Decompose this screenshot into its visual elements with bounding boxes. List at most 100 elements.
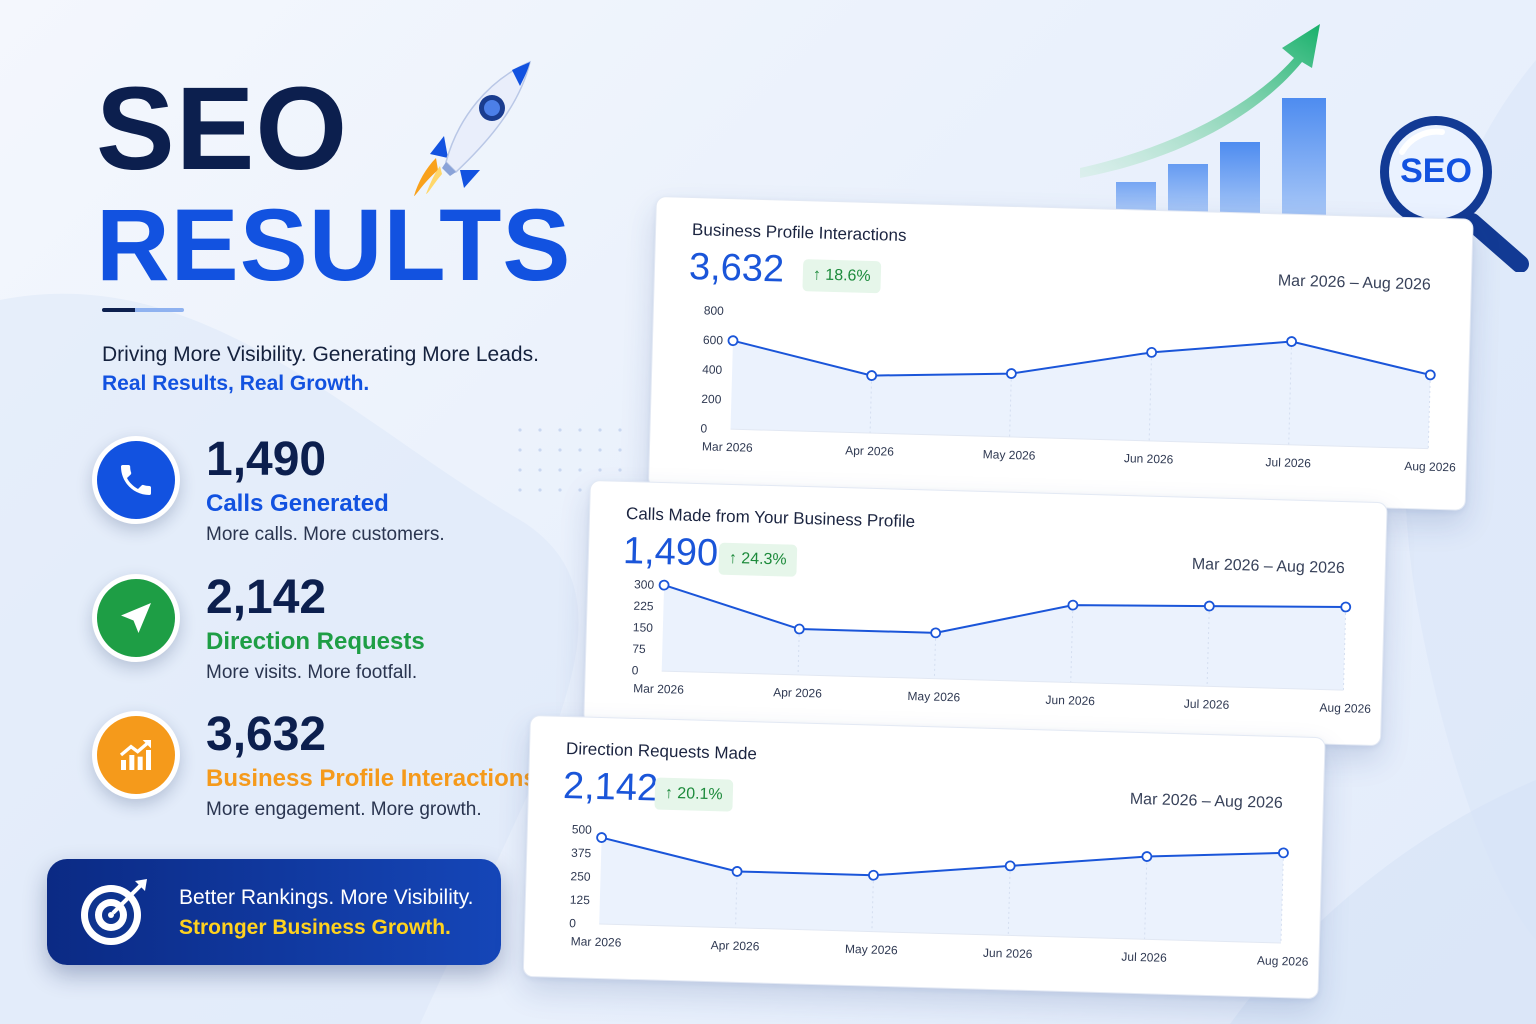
- line-chart: 0 200 400 600 800 Mar 2026 Apr 2026 May 2026 Jun…: [700, 303, 1456, 474]
- data-point[interactable]: [1067, 599, 1079, 611]
- data-point[interactable]: [658, 579, 670, 591]
- series-line: [663, 584, 1346, 634]
- x-tick-label: Mar 2026: [702, 439, 753, 454]
- magnifier-icon: [1380, 116, 1529, 272]
- data-point[interactable]: [1278, 847, 1289, 859]
- y-tick-label: 500: [572, 822, 593, 837]
- data-point[interactable]: [1286, 336, 1297, 347]
- y-tick-label: 300: [634, 577, 655, 592]
- chart-guide-line: [1148, 358, 1152, 441]
- phone-icon: [92, 436, 180, 524]
- x-tick-label: Aug 2026: [1404, 459, 1456, 474]
- data-point[interactable]: [793, 623, 805, 635]
- y-tick-label: 0: [569, 916, 576, 930]
- x-tick-label: Jul 2026: [1184, 697, 1230, 712]
- chart-area-fill: [661, 585, 1346, 691]
- headline: SEO RESULTS: [96, 70, 571, 300]
- chart-guide-line: [1427, 380, 1431, 449]
- headline-divider: [102, 308, 184, 312]
- stat-value: 2,142: [206, 571, 327, 624]
- chart-guide-line: [797, 635, 800, 675]
- data-point[interactable]: [1424, 369, 1436, 381]
- headline-results: RESULTS: [96, 188, 572, 302]
- chart-guide-line: [871, 881, 874, 932]
- data-point[interactable]: [1141, 851, 1153, 862]
- chart-guide-line: [1070, 611, 1074, 683]
- chart-area-fill: [599, 837, 1284, 944]
- x-tick-label: Mar 2026: [633, 681, 684, 696]
- stat-interactions: 3,632 Business Profile Interactions More…: [92, 708, 562, 831]
- stat-subtext: More engagement. More growth.: [206, 799, 482, 820]
- data-point[interactable]: [1004, 860, 1016, 872]
- chart-area-fill: [730, 340, 1431, 449]
- chart-card-calls: Calls Made from Your Business Profile 1,…: [583, 480, 1388, 747]
- banner-line1: Better Rankings. More Visibility.: [179, 886, 474, 909]
- chart-baseline: [599, 923, 1281, 944]
- x-tick-label: Jun 2026: [983, 946, 1033, 961]
- series-line: [601, 836, 1284, 877]
- line-chart: 0 125 250 375 500 Mar 2026 Apr 2026 May 2026 Jun…: [569, 822, 1309, 969]
- stat-value: 1,490: [206, 433, 327, 486]
- stat-calls: 1,490 Calls Generated More calls. More c…: [92, 433, 562, 556]
- data-point[interactable]: [868, 869, 879, 881]
- chart-guide-line: [1007, 871, 1011, 936]
- chart-guide-line: [869, 381, 873, 434]
- banner-line2: Stronger Business Growth.: [179, 916, 451, 939]
- tagline-line2: Real Results, Real Growth.: [102, 372, 370, 395]
- growth-arrow-icon: [1080, 24, 1326, 218]
- target-icon: [81, 879, 147, 945]
- chart-guide-line: [1288, 347, 1292, 445]
- navigation-arrow-icon: [92, 574, 180, 662]
- chart-card-directions: Direction Requests Made 2,142 ↑ 20.1% Ma…: [522, 715, 1326, 1000]
- data-point[interactable]: [1340, 601, 1352, 613]
- y-tick-label: 800: [704, 303, 725, 318]
- stat-value: 3,632: [206, 708, 327, 761]
- data-point[interactable]: [727, 335, 739, 347]
- chart-baseline: [661, 670, 1344, 691]
- x-tick-label: May 2026: [845, 942, 898, 957]
- magnifier-label: SEO: [1400, 152, 1472, 190]
- x-tick-label: Jun 2026: [1124, 451, 1174, 466]
- rocket-icon: [414, 60, 532, 196]
- x-tick-label: Aug 2026: [1257, 953, 1309, 968]
- x-tick-label: May 2026: [983, 447, 1036, 462]
- y-tick-label: 75: [632, 642, 646, 656]
- x-tick-label: Jun 2026: [1045, 693, 1095, 708]
- headline-seo: SEO: [96, 63, 349, 195]
- chart-guide-line: [1206, 612, 1210, 687]
- x-tick-label: Apr 2026: [710, 938, 759, 953]
- data-point[interactable]: [731, 866, 743, 877]
- growth-banner: Better Rankings. More Visibility. Strong…: [47, 859, 501, 965]
- tagline-line1: Driving More Visibility. Generating More…: [102, 343, 539, 366]
- chart-baseline: [730, 428, 1429, 450]
- data-point[interactable]: [1005, 368, 1017, 379]
- data-point[interactable]: [866, 370, 878, 381]
- y-tick-label: 125: [570, 893, 591, 908]
- x-tick-label: Aug 2026: [1319, 700, 1371, 715]
- line-chart: 0 75 150 225 300 Mar 2026 Apr 2026 May 2026 Jun …: [632, 577, 1372, 716]
- x-tick-label: Apr 2026: [845, 443, 894, 458]
- y-tick-label: 225: [633, 599, 654, 614]
- tagline: Driving More Visibility. Generating More…: [102, 340, 539, 398]
- stat-subtext: More calls. More customers.: [206, 524, 445, 545]
- stat-label: Business Profile Interactions: [206, 765, 537, 792]
- data-point[interactable]: [930, 627, 942, 639]
- y-tick-label: 600: [703, 333, 724, 348]
- series-line: [732, 339, 1431, 377]
- data-point[interactable]: [1146, 346, 1158, 358]
- y-tick-label: 150: [633, 620, 654, 635]
- data-point[interactable]: [1203, 600, 1215, 612]
- chart-guide-line: [1280, 858, 1284, 944]
- data-point[interactable]: [596, 832, 608, 843]
- y-tick-label: 400: [702, 362, 723, 377]
- chart-guide-line: [933, 638, 936, 679]
- x-tick-label: Jul 2026: [1121, 950, 1167, 965]
- chart-card-business-profile: Business Profile Interactions 3,632 ↑ 18…: [647, 196, 1474, 511]
- bar-chart-growth-icon: [92, 711, 180, 799]
- x-tick-label: Mar 2026: [571, 934, 622, 949]
- y-tick-label: 375: [571, 846, 592, 861]
- stat-label: Direction Requests: [206, 628, 425, 655]
- y-tick-label: 250: [570, 869, 591, 884]
- stat-directions: 2,142 Direction Requests More visits. Mo…: [92, 571, 562, 694]
- x-tick-label: May 2026: [907, 689, 960, 704]
